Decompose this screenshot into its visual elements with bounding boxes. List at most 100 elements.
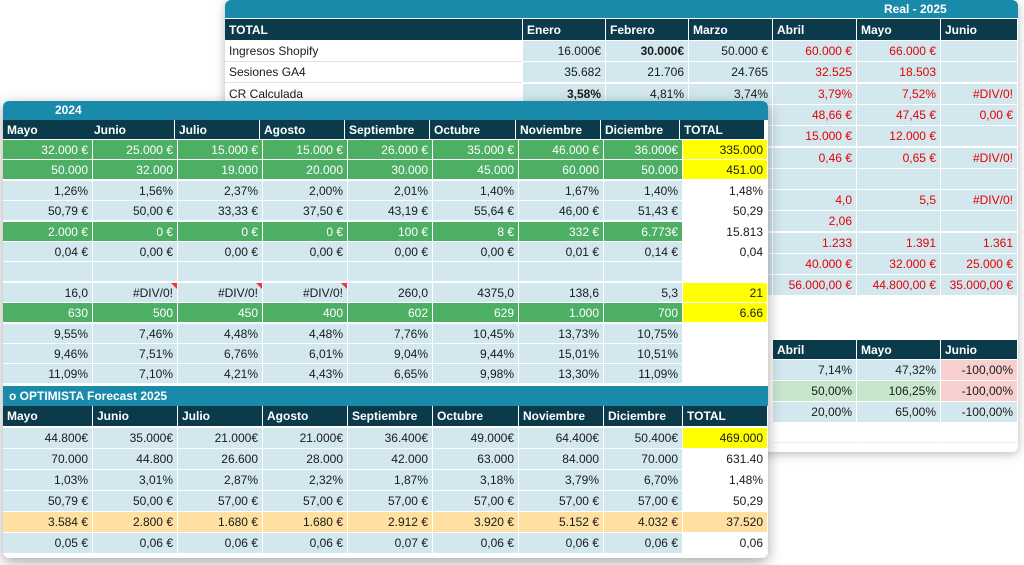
- forecast-2024-cell[interactable]: 50,00 €: [93, 201, 178, 222]
- forecast-2024-cell[interactable]: 1,26%: [3, 180, 93, 201]
- header-bottom-noviembre[interactable]: Noviembre: [519, 406, 604, 427]
- forecast-2024-cell[interactable]: 15.813: [683, 221, 768, 242]
- data-cell[interactable]: 32.525: [773, 62, 857, 84]
- data-cell[interactable]: 50.000 €: [689, 41, 773, 62]
- forecast-2024-cell[interactable]: 8 €: [433, 221, 519, 242]
- empty-cell[interactable]: [857, 423, 941, 443]
- forecast-2024-cell[interactable]: [3, 262, 93, 283]
- optimista-forecast-cell[interactable]: 57,00 €: [178, 491, 263, 512]
- forecast-2024-cell[interactable]: 30.000: [348, 160, 433, 181]
- empty-cell[interactable]: [773, 423, 857, 443]
- forecast-2024-cell[interactable]: 0,04 €: [3, 242, 93, 262]
- table2-cell[interactable]: 65,00%: [857, 402, 941, 423]
- optimista-forecast-cell[interactable]: 3.584 €: [3, 512, 93, 533]
- forecast-2024-cell[interactable]: 1,67%: [519, 180, 604, 201]
- optimista-forecast-cell[interactable]: 70.000: [604, 449, 683, 470]
- optimista-forecast-cell[interactable]: 0,05 €: [3, 533, 93, 554]
- optimista-forecast-cell[interactable]: 2.800 €: [93, 512, 178, 533]
- data-cell[interactable]: 12.000 €: [857, 126, 941, 148]
- empty-cell[interactable]: [941, 423, 1018, 443]
- forecast-2024-cell[interactable]: 9,98%: [433, 364, 519, 385]
- forecast-2024-cell[interactable]: 0,04: [683, 242, 768, 262]
- forecast-2024-cell[interactable]: 1,40%: [433, 180, 519, 201]
- data-cell[interactable]: [941, 41, 1018, 62]
- data-cell[interactable]: 7,52%: [857, 83, 941, 105]
- forecast-2024-cell[interactable]: 6.66: [683, 303, 768, 324]
- forecast-2024-cell[interactable]: 50.000: [3, 160, 93, 181]
- optimista-forecast-cell[interactable]: 469.000: [683, 428, 768, 449]
- data-cell[interactable]: #DIV/0!: [941, 190, 1018, 212]
- forecast-2024-cell[interactable]: 20.000: [263, 160, 348, 181]
- data-cell[interactable]: [857, 211, 941, 233]
- table2-cell[interactable]: -100,00%: [941, 402, 1018, 423]
- forecast-2024-cell[interactable]: 138,6: [519, 282, 604, 303]
- data-cell[interactable]: 30.000€: [606, 41, 689, 62]
- optimista-forecast-cell[interactable]: 4.032 €: [604, 512, 683, 533]
- forecast-2024-cell[interactable]: [683, 262, 768, 283]
- data-cell[interactable]: 15.000 €: [773, 126, 857, 148]
- data-cell[interactable]: 0,46 €: [773, 147, 857, 169]
- forecast-2024-cell[interactable]: 0 €: [178, 221, 263, 242]
- optimista-forecast-cell[interactable]: 64.400€: [519, 428, 604, 449]
- header-top-agosto[interactable]: Agosto: [260, 120, 345, 140]
- forecast-2024-cell[interactable]: 0,00 €: [348, 242, 433, 262]
- forecast-2024-cell[interactable]: 6,76%: [178, 344, 263, 364]
- forecast-2024-cell[interactable]: 1,40%: [604, 180, 683, 201]
- header-month-febrero[interactable]: Febrero: [606, 19, 689, 41]
- header-bottom-octubre[interactable]: Octubre: [433, 406, 519, 427]
- forecast-2024-cell[interactable]: 16,0: [3, 282, 93, 303]
- forecast-2024-cell[interactable]: 630: [3, 303, 93, 324]
- empty-cell[interactable]: [941, 297, 1018, 318]
- header-top-noviembre[interactable]: Noviembre: [516, 120, 601, 140]
- forecast-2024-cell[interactable]: 4,43%: [263, 364, 348, 385]
- optimista-forecast-cell[interactable]: 1.680 €: [263, 512, 348, 533]
- data-cell[interactable]: 4,81%: [606, 83, 689, 105]
- data-cell[interactable]: [857, 168, 941, 190]
- forecast-2024-cell[interactable]: 7,10%: [93, 364, 178, 385]
- header-month-abril[interactable]: Abril: [773, 19, 857, 41]
- forecast-2024-cell[interactable]: [348, 262, 433, 283]
- forecast-2024-cell[interactable]: [683, 344, 768, 364]
- optimista-forecast-cell[interactable]: 0,06: [683, 533, 768, 554]
- forecast-2024-cell[interactable]: 6,01%: [263, 344, 348, 364]
- optimista-forecast-cell[interactable]: 0,06 €: [93, 533, 178, 554]
- optimista-forecast-cell[interactable]: 49.000€: [433, 428, 519, 449]
- forecast-2024-cell[interactable]: 50,29: [683, 201, 768, 222]
- data-cell[interactable]: 60.000 €: [773, 41, 857, 62]
- optimista-forecast-cell[interactable]: 57,00 €: [348, 491, 433, 512]
- optimista-forecast-cell[interactable]: 1.680 €: [178, 512, 263, 533]
- optimista-forecast-cell[interactable]: 21.000€: [263, 428, 348, 449]
- forecast-2024-cell[interactable]: 0,00 €: [263, 242, 348, 262]
- optimista-forecast-cell[interactable]: 26.600: [178, 449, 263, 470]
- header-month-enero[interactable]: Enero: [523, 19, 606, 41]
- data-cell[interactable]: 35.682: [523, 62, 606, 84]
- forecast-2024-cell[interactable]: 13,73%: [519, 323, 604, 344]
- forecast-2024-cell[interactable]: #DIV/0!: [178, 282, 263, 303]
- header-bottom-total[interactable]: TOTAL: [683, 406, 768, 427]
- forecast-2024-cell[interactable]: 100 €: [348, 221, 433, 242]
- table2-cell[interactable]: 106,25%: [857, 381, 941, 402]
- optimista-forecast-cell[interactable]: 3,18%: [433, 470, 519, 491]
- header-bottom-julio[interactable]: Julio: [178, 406, 263, 427]
- forecast-2024-cell[interactable]: 10,45%: [433, 323, 519, 344]
- optimista-forecast-cell[interactable]: 42.000: [348, 449, 433, 470]
- optimista-forecast-cell[interactable]: 57,00 €: [604, 491, 683, 512]
- forecast-2024-cell[interactable]: 9,46%: [3, 344, 93, 364]
- forecast-2024-cell[interactable]: 7,46%: [93, 323, 178, 344]
- table2-header-junio[interactable]: Junio: [941, 340, 1018, 360]
- optimista-forecast-cell[interactable]: 50.400€: [604, 428, 683, 449]
- optimista-forecast-cell[interactable]: 1,48%: [683, 470, 768, 491]
- table2-cell[interactable]: 20,00%: [773, 402, 857, 423]
- header-top-junio[interactable]: Junio: [90, 120, 175, 140]
- forecast-2024-cell[interactable]: 0,00 €: [93, 242, 178, 262]
- data-cell[interactable]: 2,06: [773, 211, 857, 233]
- data-cell[interactable]: #DIV/0!: [941, 147, 1018, 169]
- forecast-2024-cell[interactable]: 15,01%: [519, 344, 604, 364]
- optimista-forecast-cell[interactable]: 50,79 €: [3, 491, 93, 512]
- forecast-2024-cell[interactable]: 0,14 €: [604, 242, 683, 262]
- data-cell[interactable]: 56.000,00 €: [773, 275, 857, 297]
- forecast-2024-cell[interactable]: 46,00 €: [519, 201, 604, 222]
- forecast-2024-cell[interactable]: 6.773€: [604, 221, 683, 242]
- optimista-forecast-cell[interactable]: 44.800: [93, 449, 178, 470]
- header-top-julio[interactable]: Julio: [175, 120, 260, 140]
